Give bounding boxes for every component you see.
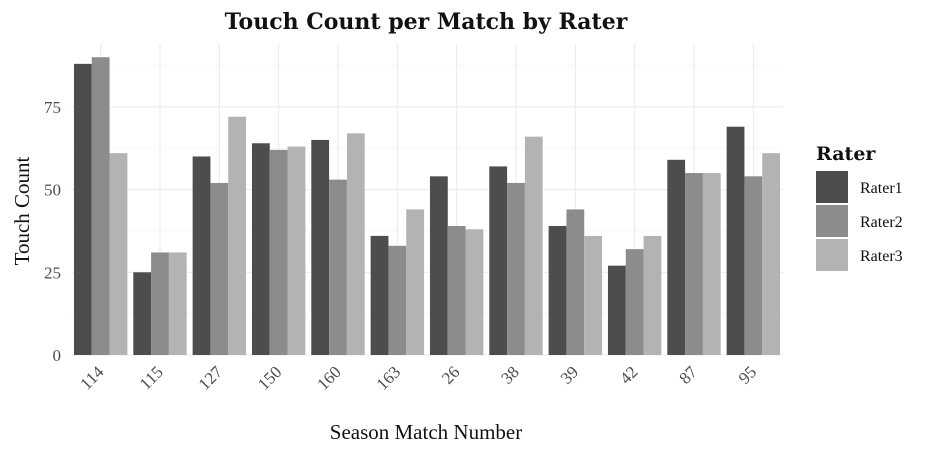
bar-rater2-38: [507, 182, 525, 355]
y-axis-ticks: 0 25 50 75: [44, 98, 61, 365]
legend-label: Rater1: [860, 180, 903, 197]
bar-rater2-150: [269, 149, 288, 355]
bar-rater1-114: [73, 63, 92, 355]
x-tick-label: 42: [616, 362, 641, 387]
y-tick-label: 75: [44, 98, 61, 117]
bar-rater2-95: [744, 176, 763, 355]
y-tick-label: 25: [44, 263, 61, 282]
bar-rater3-26: [465, 229, 484, 355]
y-tick-label: 0: [53, 346, 62, 365]
legend: Rater Rater1 Rater2 Rater3: [816, 143, 903, 271]
legend-label: Rater2: [860, 214, 903, 231]
legend-label: Rater3: [860, 248, 903, 265]
bar-rater2-87: [685, 173, 703, 355]
bars: [73, 57, 781, 356]
x-tick-label: 163: [373, 362, 404, 393]
bar-rater1-163: [370, 235, 389, 355]
y-tick-label: 50: [44, 181, 61, 200]
x-axis-title: Season Match Number: [330, 420, 522, 444]
bar-rater3-114: [109, 153, 128, 355]
bar-rater3-38: [524, 136, 543, 355]
bar-rater3-127: [228, 116, 247, 355]
bar-rater2-127: [210, 182, 229, 355]
bar-rater1-115: [133, 272, 152, 355]
x-tick-label: 87: [675, 362, 701, 388]
bar-rater3-115: [168, 252, 187, 355]
bar-rater1-160: [311, 139, 330, 355]
x-tick-label: 38: [497, 362, 522, 387]
bar-rater1-87: [667, 159, 686, 355]
bar-rater1-39: [548, 225, 567, 355]
bar-rater1-95: [726, 126, 745, 355]
x-tick-label: 95: [735, 362, 760, 387]
bar-rater3-39: [584, 235, 603, 355]
bar-rater1-150: [251, 143, 270, 355]
bar-rater2-26: [447, 225, 466, 355]
bar-rater1-26: [429, 176, 448, 355]
legend-key-rater2: [816, 205, 848, 237]
bar-rater2-163: [388, 245, 407, 355]
legend-key-rater1: [816, 171, 848, 203]
bar-rater3-95: [762, 153, 781, 355]
bar-rater2-39: [566, 209, 585, 355]
bar-rater3-160: [346, 133, 365, 355]
bar-rater2-42: [625, 249, 644, 355]
x-tick-label: 39: [557, 362, 582, 387]
bar-rater1-42: [607, 265, 626, 355]
x-axis-ticks: 114 115 127 150 160 163 26 38 39 42 87 95: [76, 362, 760, 394]
bar-rater1-38: [489, 166, 508, 355]
bar-rater2-114: [91, 57, 110, 356]
x-tick-label: 115: [136, 362, 167, 393]
bar-rater2-115: [151, 252, 169, 355]
x-tick-label: 114: [76, 362, 107, 393]
bar-rater1-127: [192, 156, 211, 355]
bar-rater3-42: [643, 235, 662, 355]
legend-title: Rater: [816, 143, 876, 165]
bar-rater3-150: [287, 146, 306, 355]
y-axis-title: Touch Count: [10, 156, 34, 265]
bar-rater2-160: [329, 179, 347, 355]
x-tick-label: 160: [313, 362, 344, 393]
bar-rater3-163: [406, 209, 425, 355]
x-tick-label: 150: [254, 362, 285, 393]
chart-title: Touch Count per Match by Rater: [225, 9, 628, 35]
x-tick-label: 26: [438, 362, 463, 387]
legend-key-rater3: [816, 239, 848, 271]
x-tick-label: 127: [195, 362, 227, 394]
bar-rater3-87: [702, 173, 721, 355]
